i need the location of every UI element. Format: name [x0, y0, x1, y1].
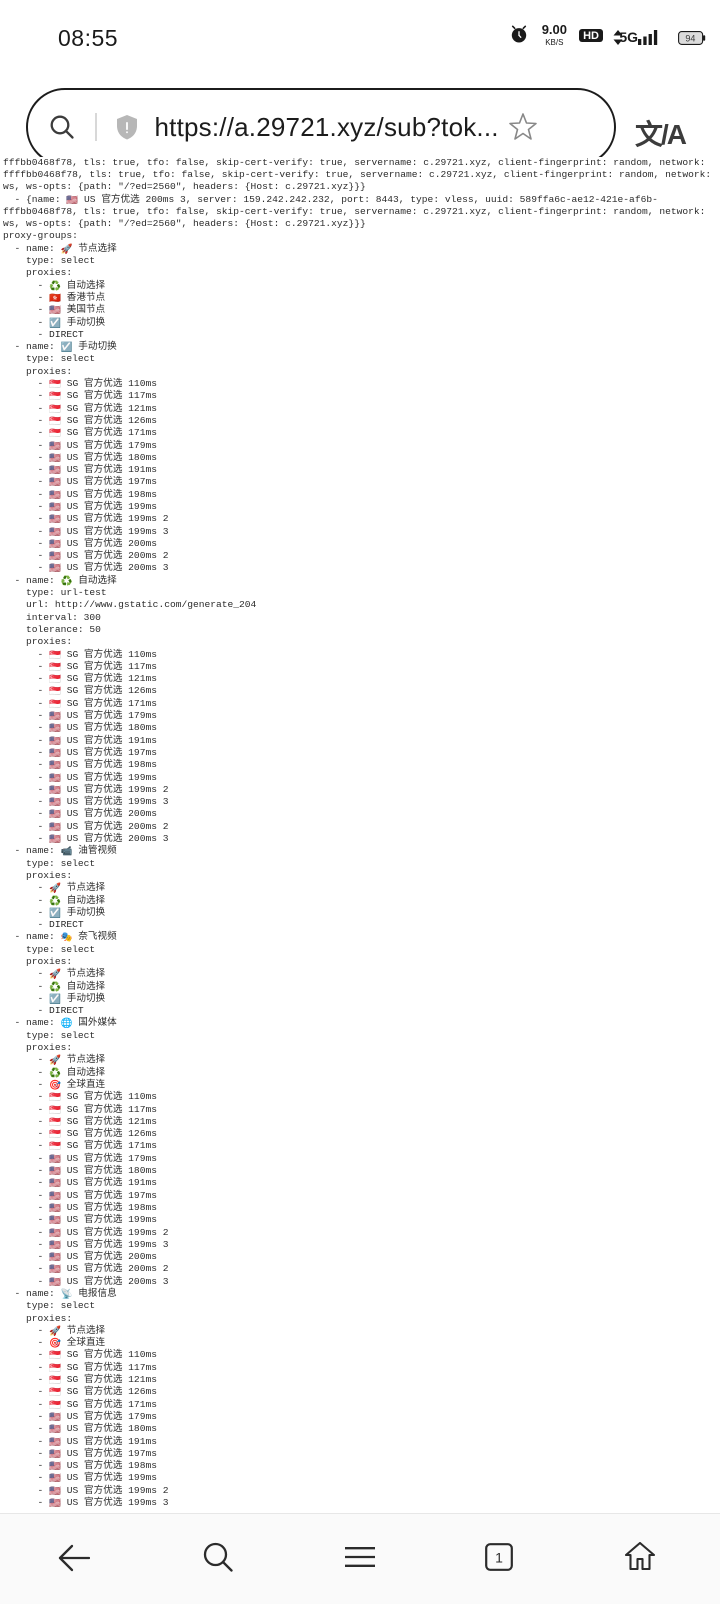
svg-text:1: 1 [495, 1550, 503, 1566]
svg-text:94: 94 [685, 33, 695, 43]
